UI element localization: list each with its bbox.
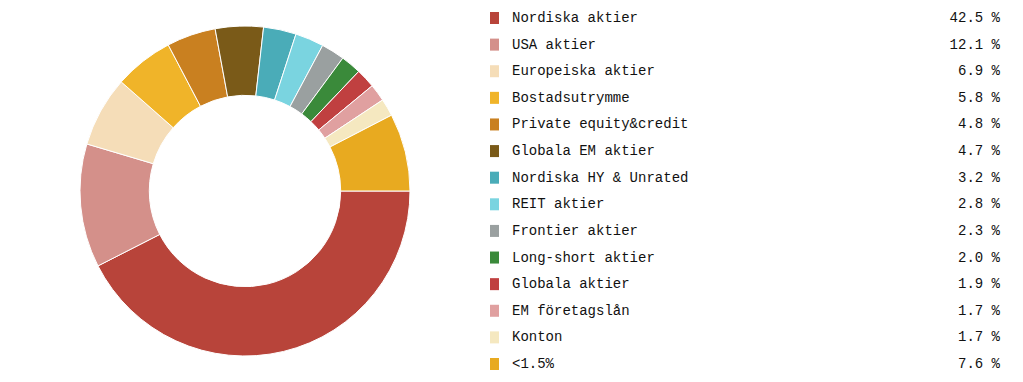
legend-value: 2.0 % xyxy=(958,250,1001,266)
legend-swatch xyxy=(490,172,499,184)
legend-swatch xyxy=(490,92,499,104)
legend-value: 1.7 % xyxy=(958,303,1001,319)
slices xyxy=(80,26,410,356)
legend-label: Nordiska HY & Unrated xyxy=(512,170,688,186)
legend-label: Nordiska aktier xyxy=(512,10,638,26)
legend-label: REIT aktier xyxy=(512,196,604,212)
legend-label: Konton xyxy=(512,329,562,345)
legend: Nordiska aktier 42.5 % USA aktier 12.1 % Eur… xyxy=(490,10,1001,372)
legend-swatch xyxy=(490,39,499,51)
legend-value: 6.9 % xyxy=(958,63,1001,79)
legend-swatch xyxy=(490,225,499,237)
legend-value: 4.8 % xyxy=(958,116,1001,132)
legend-value: 2.3 % xyxy=(958,223,1001,239)
legend-swatch xyxy=(490,12,499,24)
legend-swatch xyxy=(490,198,499,210)
chart-container: Nordiska aktier 42.5 % USA aktier 12.1 % Eur… xyxy=(0,0,1023,382)
legend-swatch xyxy=(490,278,499,290)
legend-label: <1.5% xyxy=(512,356,555,372)
legend-swatch xyxy=(490,305,499,317)
legend-swatch xyxy=(490,252,499,264)
legend-value: 4.7 % xyxy=(958,143,1001,159)
legend-label: Globala aktier xyxy=(512,276,630,292)
slice xyxy=(215,26,264,97)
legend-label: Frontier aktier xyxy=(512,223,638,239)
legend-value: 3.2 % xyxy=(958,170,1001,186)
legend-swatch xyxy=(490,331,499,343)
legend-swatch xyxy=(490,145,499,157)
chart: Nordiska aktier 42.5 % USA aktier 12.1 % Eur… xyxy=(0,0,1023,382)
legend-label: Globala EM aktier xyxy=(512,143,655,159)
slice xyxy=(330,115,410,191)
legend-value: 2.8 % xyxy=(958,196,1001,212)
legend-swatch xyxy=(490,358,499,370)
legend-label: USA aktier xyxy=(512,37,596,53)
legend-label: EM företagslån xyxy=(512,303,630,319)
legend-value: 12.1 % xyxy=(950,37,1001,53)
legend-swatch xyxy=(490,118,499,130)
legend-swatch xyxy=(490,65,499,77)
legend-label: Private equity&credit xyxy=(512,116,688,132)
legend-label: Long-short aktier xyxy=(512,250,655,266)
legend-value: 5.8 % xyxy=(958,90,1001,106)
legend-label: Bostadsutrymme xyxy=(512,90,630,106)
legend-label: Europeiska aktier xyxy=(512,63,655,79)
legend-value: 42.5 % xyxy=(950,10,1001,26)
legend-value: 1.9 % xyxy=(958,276,1001,292)
legend-value: 7.6 % xyxy=(958,356,1001,372)
legend-value: 1.7 % xyxy=(958,329,1001,345)
